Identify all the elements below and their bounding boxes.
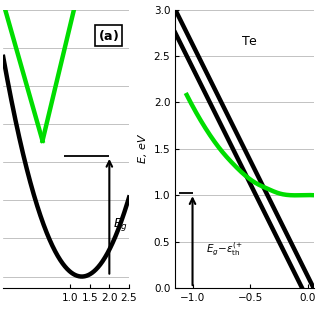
Y-axis label: E, eV: E, eV	[138, 134, 148, 163]
Text: $\mathrm{Te}$: $\mathrm{Te}$	[241, 35, 258, 48]
Text: $\bf{(a)}$: $\bf{(a)}$	[98, 28, 119, 43]
Text: $E_g{-}\varepsilon_{\rm th}^{(+}$: $E_g{-}\varepsilon_{\rm th}^{(+}$	[206, 240, 243, 258]
Text: $E_g$: $E_g$	[113, 216, 128, 233]
